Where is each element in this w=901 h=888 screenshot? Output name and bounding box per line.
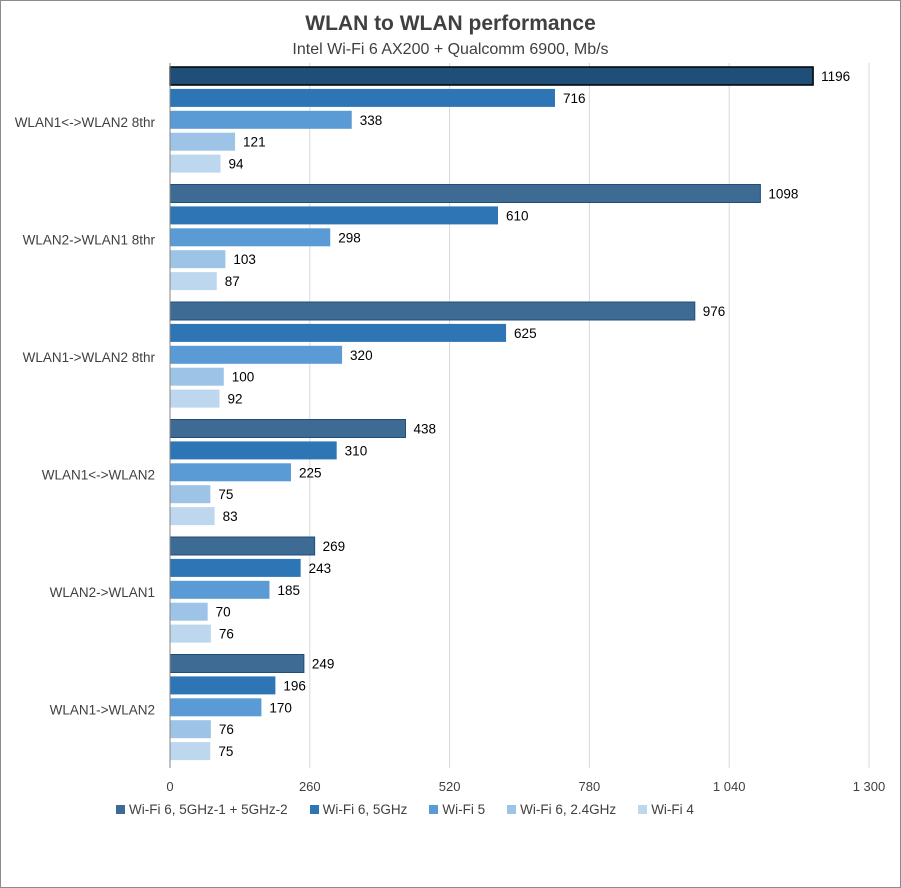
data-label: 243 xyxy=(309,561,332,576)
bar xyxy=(170,154,221,173)
bar xyxy=(170,507,215,526)
bar xyxy=(170,110,352,129)
bar xyxy=(170,742,211,761)
bar xyxy=(170,206,498,225)
data-label: 269 xyxy=(323,539,346,554)
data-label: 75 xyxy=(218,487,233,502)
bar xyxy=(170,367,224,386)
data-label: 83 xyxy=(223,509,238,524)
legend-item: Wi-Fi 5 xyxy=(429,802,485,817)
x-tick-label: 520 xyxy=(439,779,461,794)
data-label: 75 xyxy=(218,744,233,759)
bar xyxy=(169,301,696,321)
x-tick-label: 1 300 xyxy=(853,779,886,794)
data-label: 185 xyxy=(277,583,300,598)
bar xyxy=(170,485,211,504)
bar xyxy=(170,272,217,291)
data-label: 320 xyxy=(350,348,373,363)
data-label: 225 xyxy=(299,465,322,480)
legend-label: Wi-Fi 4 xyxy=(651,802,694,817)
legend-swatch xyxy=(507,805,517,814)
data-label: 121 xyxy=(243,135,266,150)
legend-label: Wi-Fi 6, 2.4GHz xyxy=(520,802,617,817)
legend-item: Wi-Fi 6, 2.4GHz xyxy=(507,802,616,817)
category-label: WLAN1<->WLAN2 8thr xyxy=(15,115,156,130)
category-label: WLAN1->WLAN2 8thr xyxy=(23,350,156,365)
legend-item: Wi-Fi 4 xyxy=(638,802,694,817)
data-label: 438 xyxy=(414,422,437,437)
legend-swatch xyxy=(638,805,648,814)
legend-item: Wi-Fi 6, 5GHz xyxy=(309,802,408,817)
data-label: 716 xyxy=(563,91,586,106)
bar xyxy=(170,228,331,247)
data-label: 87 xyxy=(225,274,240,289)
legend-swatch xyxy=(116,805,125,814)
legend-item: Wi-Fi 6, 5GHz-1 + 5GHz-2 xyxy=(116,802,288,817)
legend-label: Wi-Fi 6, 5GHz xyxy=(322,802,408,817)
bar xyxy=(170,624,211,643)
data-label: 100 xyxy=(232,370,255,385)
data-label: 310 xyxy=(345,443,368,458)
legend-swatch xyxy=(309,805,319,814)
bar xyxy=(169,66,814,86)
bar xyxy=(170,323,507,342)
bar xyxy=(170,250,226,269)
data-label: 610 xyxy=(506,208,529,223)
x-tick-label: 260 xyxy=(299,779,321,794)
category-label: WLAN2->WLAN1 8thr xyxy=(23,232,156,247)
category-label: WLAN1->WLAN2 xyxy=(50,702,155,717)
data-label: 625 xyxy=(514,326,537,341)
bar xyxy=(170,345,343,364)
data-label: 103 xyxy=(233,252,256,267)
x-tick-label: 780 xyxy=(579,779,601,794)
bar xyxy=(170,88,555,107)
data-label: 1196 xyxy=(821,69,850,84)
x-tick-label: 0 xyxy=(166,779,173,794)
legend-label: Wi-Fi 5 xyxy=(442,802,486,817)
bar xyxy=(169,654,305,673)
bar xyxy=(170,676,276,695)
data-label: 338 xyxy=(360,113,383,128)
bar xyxy=(170,132,236,151)
bar xyxy=(170,602,208,621)
bar xyxy=(170,698,262,717)
bar xyxy=(170,558,301,577)
data-label: 249 xyxy=(312,657,335,672)
bar xyxy=(170,720,211,739)
legend-label: Wi-Fi 6, 5GHz-1 + 5GHz-2 xyxy=(129,802,288,817)
data-label: 976 xyxy=(703,304,726,319)
data-label: 92 xyxy=(227,392,242,407)
bar xyxy=(169,536,316,556)
data-label: 76 xyxy=(219,627,234,642)
category-label: WLAN1<->WLAN2 xyxy=(42,467,155,482)
data-label: 76 xyxy=(219,722,234,737)
category-label: WLAN2->WLAN1 xyxy=(50,585,155,600)
legend: Wi-Fi 6, 5GHz-1 + 5GHz-2 Wi-Fi 6, 5GHz Wi-… xyxy=(116,802,716,817)
chart-subtitle: Intel Wi-Fi 6 AX200 + Qualcomm 6900, Mb/… xyxy=(292,41,609,58)
chart-title: WLAN to WLAN performance xyxy=(305,12,596,35)
data-label: 196 xyxy=(283,678,306,693)
legend-swatch xyxy=(429,805,439,814)
data-label: 170 xyxy=(269,700,292,715)
data-label: 94 xyxy=(229,157,245,172)
data-label: 298 xyxy=(338,230,361,245)
bar xyxy=(170,441,337,460)
x-tick-label: 1 040 xyxy=(713,779,746,794)
data-label: 70 xyxy=(216,605,231,620)
bar xyxy=(170,463,291,482)
bar xyxy=(169,419,407,438)
bar xyxy=(169,184,761,203)
data-label: 1098 xyxy=(768,187,798,202)
bar xyxy=(170,580,270,599)
bar xyxy=(170,389,220,408)
